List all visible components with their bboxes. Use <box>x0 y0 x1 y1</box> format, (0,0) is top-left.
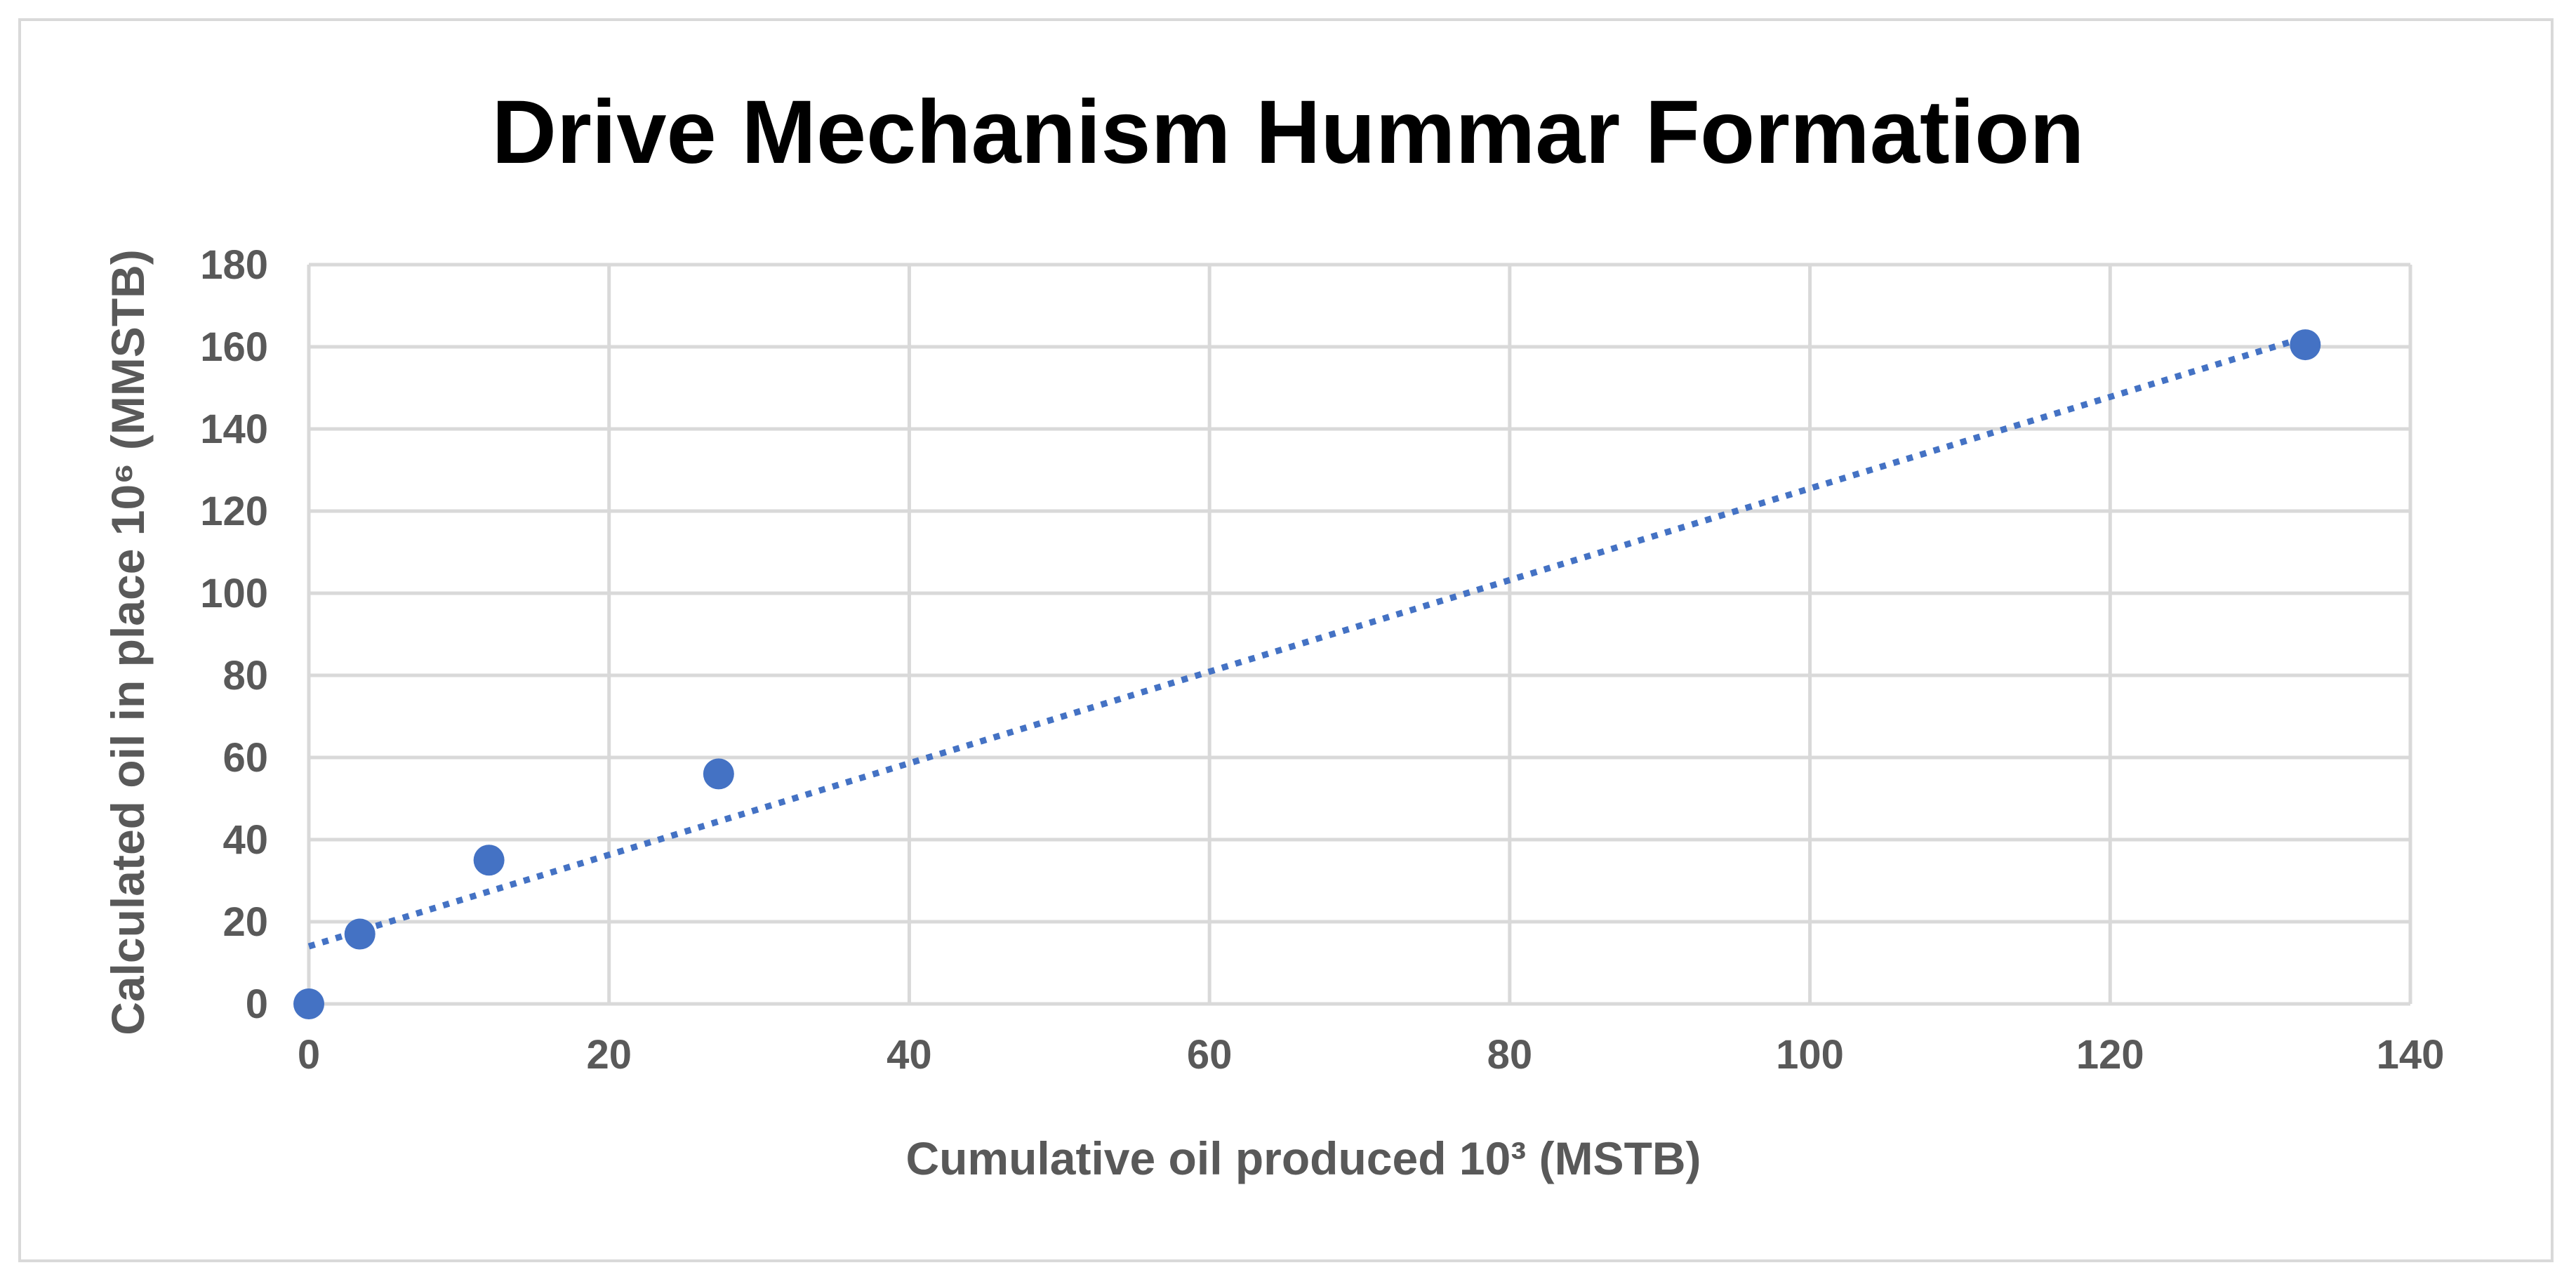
y-tick-label: 100 <box>200 571 268 616</box>
y-tick-label: 120 <box>200 489 268 534</box>
data-point <box>293 988 324 1019</box>
trendline-layer <box>307 334 2306 950</box>
x-tick-label: 140 <box>2377 1032 2445 1078</box>
chart-frame <box>18 18 2554 1262</box>
y-tick-label: 180 <box>200 242 268 288</box>
data-point <box>703 758 734 790</box>
x-tick-label: 40 <box>887 1032 932 1078</box>
y-tick-label: 60 <box>223 735 268 781</box>
y-axis-title: Calculated oil in place 10⁶ (MMSTB) <box>102 249 154 1035</box>
x-tick-label: 20 <box>586 1032 632 1078</box>
x-tick-label: 0 <box>298 1032 320 1078</box>
x-tick-label: 60 <box>1187 1032 1233 1078</box>
data-point <box>473 845 505 876</box>
gridlines <box>307 263 2412 1006</box>
y-tick-label: 80 <box>223 653 268 699</box>
x-tick-label: 120 <box>2076 1032 2144 1078</box>
data-points <box>293 329 2321 1019</box>
linear-trendline <box>307 334 2306 950</box>
y-tick-label: 140 <box>200 406 268 452</box>
x-axis-title: Cumulative oil produced 10³ (MSTB) <box>905 1132 1701 1184</box>
y-tick-label: 0 <box>246 981 268 1027</box>
y-tick-label: 20 <box>223 899 268 945</box>
data-point <box>344 918 376 950</box>
y-tick-label: 160 <box>200 324 268 370</box>
x-tick-labels: 0 20 40 60 80 100 120 140 <box>298 1032 2445 1078</box>
x-tick-label: 100 <box>1776 1032 1844 1078</box>
y-tick-labels: 0 20 40 60 80 100 120 140 160 180 <box>200 242 268 1027</box>
x-tick-label: 80 <box>1487 1032 1533 1078</box>
chart-title: Drive Mechanism Hummar Formation <box>492 82 2085 183</box>
y-tick-label: 40 <box>223 817 268 863</box>
data-point <box>2290 329 2321 361</box>
